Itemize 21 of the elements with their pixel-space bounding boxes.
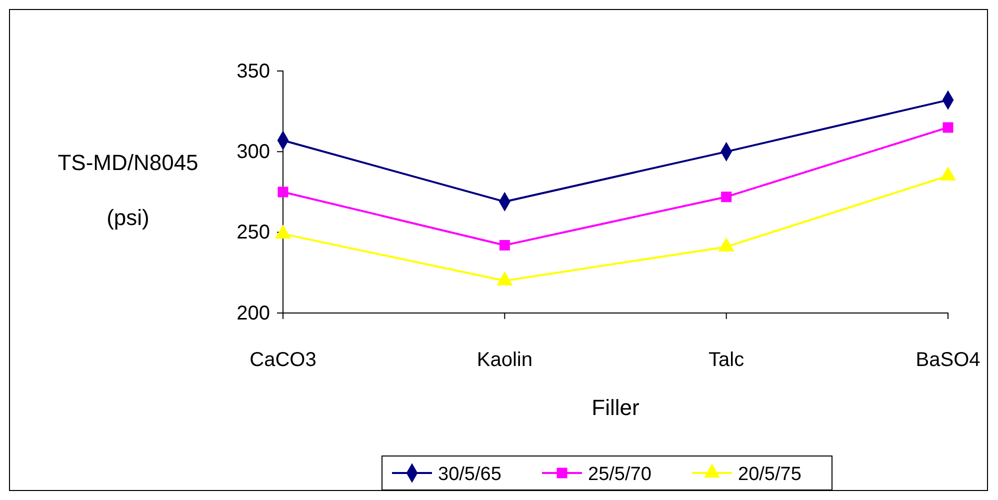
point <box>499 240 510 250</box>
x-tick-label: BaSO4 <box>916 349 980 371</box>
x-tick-label: Kaolin <box>476 349 532 371</box>
legend-label: 30/5/65 <box>438 464 502 485</box>
y-tick-label: 200 <box>236 302 270 324</box>
legend-label: 20/5/75 <box>738 464 802 485</box>
point <box>940 167 956 181</box>
y-tick-label: 350 <box>236 60 270 82</box>
point <box>942 122 954 133</box>
y-tick-label: 300 <box>236 141 270 164</box>
x-tick-label: CaCO3 <box>250 349 316 371</box>
legend-label: 25/5/70 <box>588 464 652 485</box>
text: TS-MD/N8045 (psi) <box>58 150 198 230</box>
x-axis-title: Filler <box>592 395 640 420</box>
point <box>278 186 288 198</box>
point <box>721 192 732 202</box>
x-tick-label: Talc <box>708 349 744 371</box>
y-tick-label: 250 <box>236 222 270 244</box>
point <box>496 272 512 286</box>
point <box>275 225 291 239</box>
point <box>718 238 734 252</box>
